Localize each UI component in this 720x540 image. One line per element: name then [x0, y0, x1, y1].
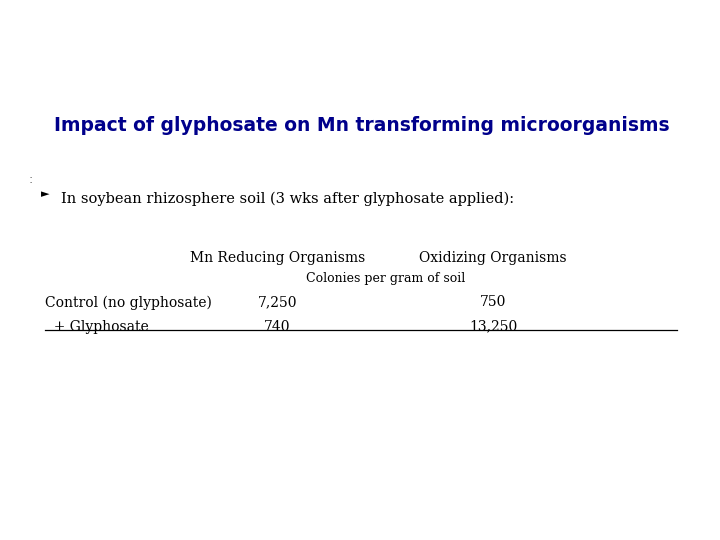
Text: 750: 750 — [480, 295, 506, 309]
Text: Colonies per gram of soil: Colonies per gram of soil — [305, 272, 465, 285]
Text: ►: ► — [41, 189, 50, 199]
Text: + Glyphosate: + Glyphosate — [45, 320, 148, 334]
Text: In soybean rhizosphere soil (3 wks after glyphosate applied):: In soybean rhizosphere soil (3 wks after… — [61, 192, 514, 206]
Text: :: : — [29, 173, 33, 186]
Text: Impact of glyphosate on Mn transforming microorganisms: Impact of glyphosate on Mn transforming … — [54, 116, 670, 135]
Text: 740: 740 — [264, 320, 290, 334]
Text: Control (no glyphosate): Control (no glyphosate) — [45, 295, 212, 310]
Text: 7,250: 7,250 — [258, 295, 297, 309]
Text: Oxidizing Organisms: Oxidizing Organisms — [419, 251, 567, 265]
Text: 13,250: 13,250 — [469, 320, 518, 334]
Text: Mn Reducing Organisms: Mn Reducing Organisms — [189, 251, 365, 265]
